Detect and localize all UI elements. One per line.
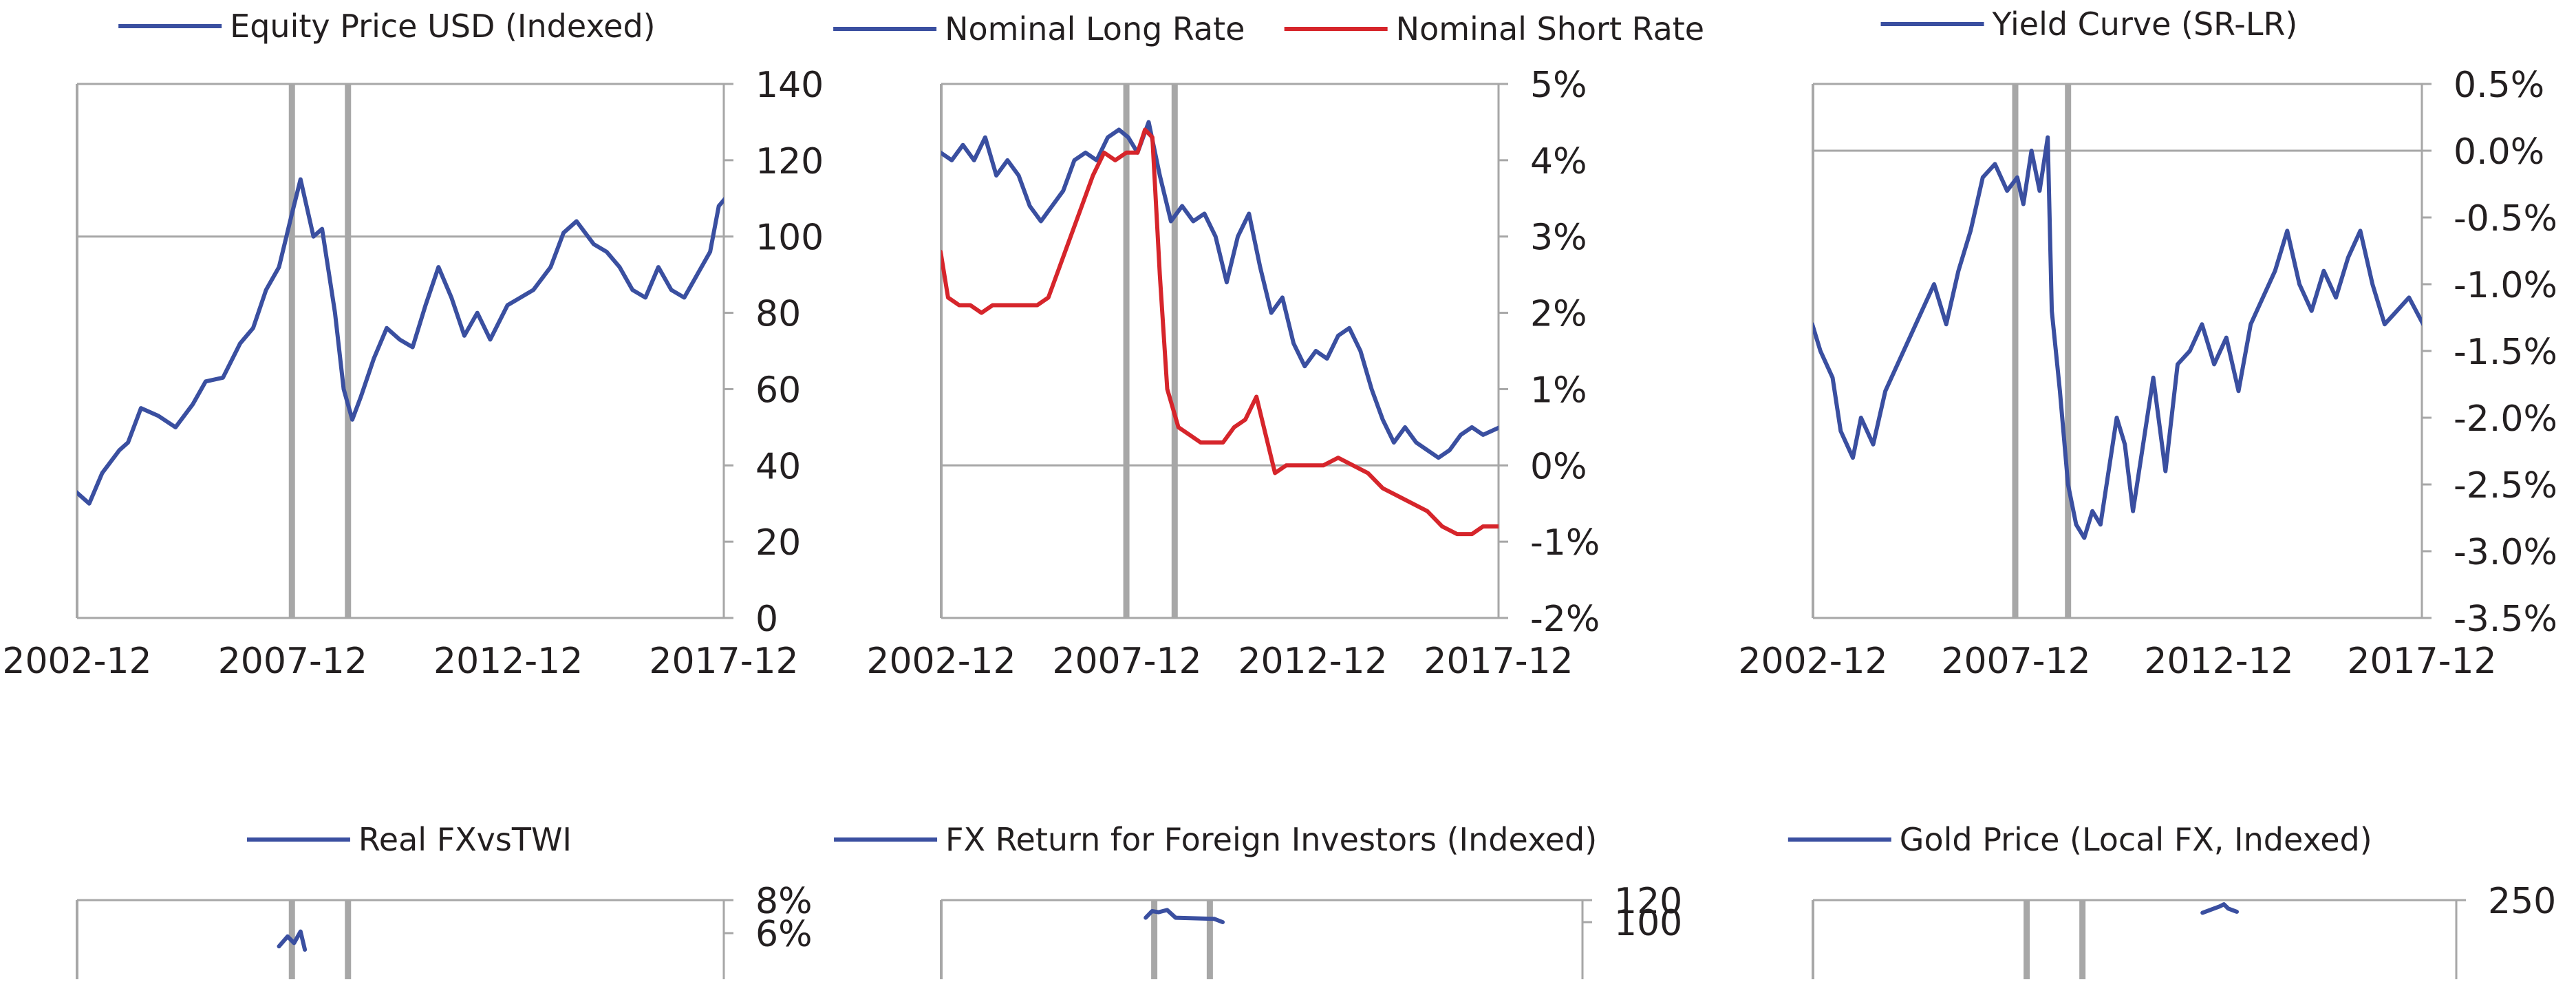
series-line-1: [77, 177, 724, 506]
y-tick-label: 100: [755, 217, 824, 259]
x-tick-label: 2007-12: [1052, 641, 1201, 682]
y-tick-label: -2%: [1530, 599, 1600, 640]
legend-label: Nominal Long Rate: [945, 10, 1245, 47]
series-line-1: [1813, 135, 2422, 540]
series-line-1: [277, 929, 308, 952]
y-tick-label: 0%: [1530, 446, 1587, 487]
y-tick-label: -0.5%: [2454, 198, 2557, 239]
y-tick-label: 80: [755, 294, 801, 335]
x-tick-label: 2012-12: [433, 641, 583, 682]
chart-panel-6: 250 Gold Price (Local FX, Indexed): [1788, 821, 2556, 979]
legend-label: Equity Price USD (Indexed): [230, 8, 655, 45]
y-tick-label: 3%: [1530, 217, 1587, 259]
chart-panel-4: 6%8% Real FXvsTWI: [76, 821, 813, 979]
y-tick-label: 0: [755, 599, 778, 640]
x-tick-label: 2017-12: [1424, 641, 1573, 682]
y-tick-label: 40: [755, 446, 801, 487]
y-tick-label: -1%: [1530, 522, 1600, 564]
y-tick-label: 5%: [1530, 65, 1587, 106]
y-tick-label: 60: [755, 370, 801, 411]
y-tick-label: 120: [1614, 881, 1682, 922]
y-tick-label: -3.0%: [2454, 532, 2557, 573]
y-tick-label: -2.5%: [2454, 465, 2557, 506]
y-tick-label: -1.0%: [2454, 265, 2557, 306]
y-tick-label: 0.5%: [2454, 65, 2544, 106]
y-tick-label: 4%: [1530, 141, 1587, 182]
series-line-2: [941, 127, 1499, 537]
legend-label: Nominal Short Rate: [1396, 10, 1704, 47]
y-tick-label: 0.0%: [2454, 131, 2544, 173]
chart-panel-3: -3.5% -3.0% -2.5% -2.0% -1.5% -1.0% -0.5% 0.0% 0…: [1738, 6, 2557, 682]
x-tick-label: 2007-12: [1941, 641, 2090, 682]
y-tick-label: 8%: [755, 881, 813, 922]
y-tick-label: 2%: [1530, 294, 1587, 335]
y-tick-label: 140: [755, 65, 824, 106]
y-tick-label: -3.5%: [2454, 599, 2557, 640]
x-tick-label: 2012-12: [1238, 641, 1387, 682]
legend-label: FX Return for Foreign Investors (Indexed…: [945, 821, 1597, 858]
y-tick-label: -1.5%: [2454, 332, 2557, 373]
x-tick-label: 2007-12: [218, 641, 367, 682]
y-tick-label: 6%: [755, 914, 813, 955]
legend-label: Yield Curve (SR-LR): [1992, 6, 2298, 43]
x-tick-label: 2002-12: [2, 641, 151, 682]
x-tick-label: 2002-12: [1738, 641, 1887, 682]
x-tick-label: 2012-12: [2144, 641, 2293, 682]
y-tick-label: -2.0%: [2454, 398, 2557, 440]
series-line-1: [1144, 908, 1225, 924]
y-tick-label: 250: [2488, 881, 2556, 922]
y-tick-label: 100: [1614, 903, 1682, 944]
x-tick-label: 2017-12: [649, 641, 798, 682]
y-tick-label: 20: [755, 522, 801, 564]
series-line-1: [2200, 902, 2239, 915]
x-tick-label: 2002-12: [866, 641, 1016, 682]
legend-label: Gold Price (Local FX, Indexed): [1900, 821, 2372, 858]
series-line-1: [941, 120, 1499, 460]
legend-label: Real FXvsTWI: [358, 821, 572, 858]
y-tick-label: 1%: [1530, 370, 1587, 411]
chart-panel-1: 0 20 40 60 80 100 120 140 2002-12 2007-12 2012-12 2…: [2, 8, 824, 682]
y-tick-label: 120: [755, 141, 824, 182]
x-tick-label: 2017-12: [2347, 641, 2496, 682]
chart-panel-2: -2% -1% 0% 1% 2% 3% 4% 5% 2002-12 2007-12 2012-12 2…: [833, 10, 1704, 682]
